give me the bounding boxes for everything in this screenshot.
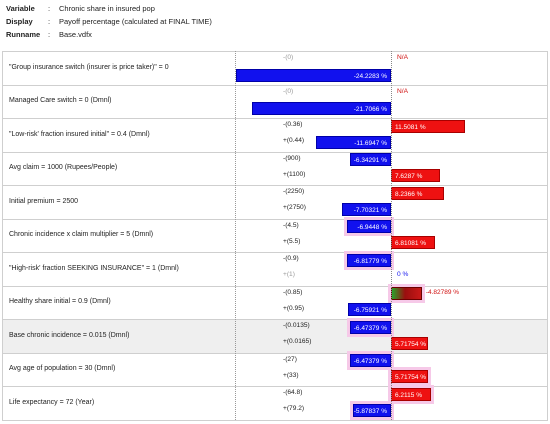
value-label: -4.82789 %	[425, 288, 460, 296]
value-label: 7.6287 %	[395, 173, 423, 180]
high-shift-label: +(0.0165)	[283, 338, 312, 345]
value-label: 5.71754 %	[395, 374, 427, 381]
low-shift-label: -(0.9)	[283, 255, 299, 262]
parameter-row[interactable]: "High-risk' fraction SEEKING INSURANCE" …	[2, 252, 548, 287]
parameter-label: "High-risk' fraction SEEKING INSURANCE" …	[9, 264, 179, 272]
variable-colon: :	[48, 4, 51, 13]
parameter-label: Managed Care switch = 0 (Dmnl)	[9, 97, 112, 105]
parameter-label: Life expectancy = 72 (Year)	[9, 398, 95, 406]
label-column-divider	[235, 51, 236, 420]
runname-value: Base.vdfx	[59, 30, 92, 39]
display-key: Display	[6, 17, 33, 26]
parameter-row[interactable]: Avg age of population = 30 (Dmnl)	[2, 352, 548, 387]
value-label: 8.2366 %	[395, 190, 423, 198]
display-value: Payoff percentage (calculated at FINAL T…	[59, 17, 212, 26]
parameter-row[interactable]: Chronic incidence x claim multiplier = 5…	[2, 218, 548, 253]
low-shift-label: -(900)	[283, 154, 301, 162]
value-bar[interactable]: -6.47379 %	[349, 354, 391, 367]
high-shift-label: +(2750)	[283, 204, 306, 211]
value-label: -6.9448 %	[357, 224, 387, 231]
value-label: 6.2115 %	[395, 391, 422, 399]
parameter-label: Healthy share initial = 0.9 (Dmnl)	[9, 298, 111, 306]
high-shift-label: +(79.2)	[283, 405, 305, 412]
high-shift-label: +(33)	[283, 371, 299, 379]
parameter-row[interactable]: Healthy share initial = 0.9 (Dmnl)	[2, 285, 548, 320]
value-bar[interactable]: 6.81081 %	[391, 236, 435, 249]
value-label: -6.34291 %	[353, 157, 387, 164]
high-shift-label: +(0.44)	[283, 137, 305, 144]
value-bar[interactable]: 8.2366 %	[391, 186, 444, 200]
value-label: -5.87837 %	[353, 407, 387, 415]
low-shift-label: -(0.0135)	[283, 322, 310, 329]
value-bar[interactable]: -24.2283 %	[236, 68, 391, 82]
value-bar[interactable]: 7.6287 %	[391, 169, 440, 182]
low-shift-label: -(64.8)	[283, 389, 303, 396]
low-shift-label: -(2250)	[283, 188, 305, 195]
value-label: -6.47379 %	[353, 324, 387, 332]
parameter-label: Base chronic incidence = 0.015 (Dmnl)	[9, 331, 130, 339]
sensitivity-tornado-chart: "Group insurance switch (insurer is pric…	[0, 51, 550, 421]
parameter-label: "Group insurance switch (insurer is pric…	[9, 63, 169, 71]
parameter-row[interactable]: Base chronic incidence = 0.015 (Dmnl)	[2, 319, 548, 354]
value-bar[interactable]: -6.75921 %	[347, 303, 391, 316]
low-shift-label: -(27)	[283, 355, 297, 363]
value-label: 5.71754 %	[395, 340, 427, 348]
high-shift-label: +(5.5)	[283, 237, 301, 245]
value-label: -7.70321 %	[353, 206, 387, 214]
parameter-label: Avg age of population = 30 (Dmnl)	[9, 365, 116, 373]
zero-value-label: 0 %	[397, 271, 409, 278]
low-shift-label: -(4.5)	[283, 221, 299, 229]
high-shift-label: +(1)	[283, 271, 295, 278]
parameter-label: Chronic incidence x claim multiplier = 5…	[9, 231, 154, 239]
low-shift-label: -(0)	[283, 87, 294, 95]
not-available-label: N/A	[397, 87, 408, 95]
low-shift-label: -(0)	[283, 54, 294, 61]
value-bar[interactable]: -7.70321 %	[341, 202, 391, 216]
low-shift-label: -(0.36)	[283, 121, 303, 128]
value-bar[interactable]: -11.6947 %	[316, 135, 391, 149]
value-label: 11.5081 %	[395, 123, 426, 131]
value-label: -6.47379 %	[353, 358, 387, 365]
high-shift-label: +(1100)	[283, 170, 306, 178]
parameter-label: Initial premium = 2500	[9, 197, 79, 205]
value-bar[interactable]: -6.81779 %	[347, 253, 391, 267]
value-bar[interactable]: -5.87837 %	[353, 403, 391, 417]
display-colon: :	[48, 17, 51, 26]
parameter-label: Avg claim = 1000 (Rupees/People)	[9, 164, 118, 172]
value-bar[interactable]: 6.2115 %	[391, 387, 431, 401]
zero-axis-line	[391, 51, 392, 420]
value-bar[interactable]: -6.9448 %	[346, 220, 391, 233]
high-shift-label: +(0.95)	[283, 304, 305, 312]
value-bar[interactable]: 5.71754 %	[391, 336, 428, 350]
parameter-row[interactable]: Avg claim = 1000 (Rupees/People)	[2, 151, 548, 186]
value-bar[interactable]: -6.34291 %	[350, 153, 391, 166]
parameter-label: "Low-risk' fraction insured initial" = 0…	[9, 130, 150, 138]
value-bar[interactable]: 5.71754 %	[391, 370, 428, 383]
runname-colon: :	[48, 30, 51, 39]
runname-key: Runname	[6, 30, 41, 39]
not-available-label: N/A	[397, 54, 408, 61]
parameter-row[interactable]: Initial premium = 2500	[2, 185, 548, 220]
value-label: -11.6947 %	[354, 139, 387, 147]
parameter-row[interactable]: "Low-risk' fraction insured initial" = 0…	[2, 118, 548, 153]
variable-key: Variable	[6, 4, 35, 13]
value-bar[interactable]: -21.7066 %	[252, 102, 391, 115]
value-label: 6.81081 %	[395, 240, 427, 247]
value-bar[interactable]	[391, 287, 422, 300]
parameter-row[interactable]: Life expectancy = 72 (Year)	[2, 386, 548, 421]
value-label: -24.2283 %	[353, 72, 387, 80]
variable-value: Chronic share in insured pop	[59, 4, 155, 13]
value-label: -21.7066 %	[353, 106, 387, 113]
value-bar[interactable]: 11.5081 %	[391, 119, 465, 133]
value-label: -6.75921 %	[353, 307, 387, 314]
value-label: -6.81779 %	[353, 257, 387, 265]
low-shift-label: -(0.85)	[283, 288, 303, 296]
value-bar[interactable]: -6.47379 %	[349, 320, 391, 334]
